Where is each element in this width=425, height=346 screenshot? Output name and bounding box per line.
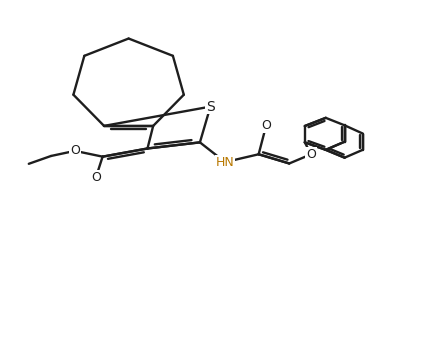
Text: O: O [306,148,316,161]
Text: O: O [261,119,271,132]
Text: HN: HN [216,156,235,169]
Text: O: O [91,171,101,184]
Text: O: O [70,144,80,157]
Text: S: S [206,100,215,113]
